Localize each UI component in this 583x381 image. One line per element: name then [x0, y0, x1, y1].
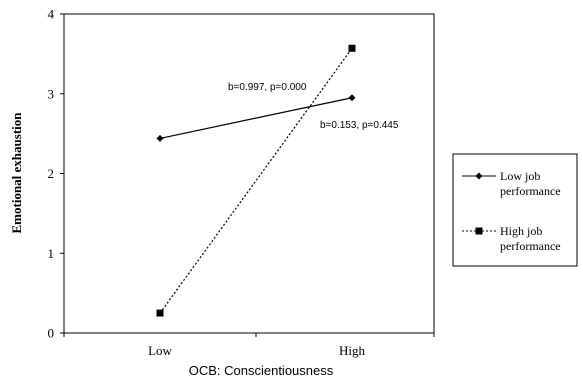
annotation-high-slope: b=0.997, p=0.000 [228, 82, 307, 93]
y-tick-label: 4 [48, 7, 55, 22]
y-ticks: 0 1 2 3 4 [48, 7, 64, 341]
legend-label-low: Low job performance [500, 169, 561, 198]
series-layer [156, 44, 356, 317]
series-line-high [159, 47, 353, 314]
annotation-low-slope: b=0.153, p=0.445 [320, 120, 399, 131]
y-axis-label: Emotional exhaustion [9, 112, 24, 234]
legend-label-high: High job performance [500, 224, 561, 253]
x-axis-label: OCB: Conscientiousness [189, 363, 334, 378]
x-ticks: Low High [63, 333, 435, 358]
legend: Low job performance High job performance [452, 153, 578, 267]
y-tick-label: 1 [48, 246, 55, 261]
data-point-square [348, 44, 356, 52]
plot-area [63, 13, 435, 334]
series-line-low [159, 97, 353, 139]
legend-marker-square [475, 227, 483, 235]
y-tick-label: 3 [48, 86, 55, 101]
legend-marker-diamond [475, 172, 483, 180]
legend-box [452, 153, 578, 267]
legend-item-high: High job performance [462, 224, 561, 253]
x-tick-label: High [339, 343, 366, 358]
y-tick-label: 2 [48, 166, 55, 181]
legend-item-low: Low job performance [462, 169, 561, 198]
data-point-diamond [348, 94, 356, 102]
data-point-square [156, 309, 164, 317]
y-tick-label: 0 [48, 326, 55, 341]
x-tick-label: Low [148, 343, 172, 358]
data-point-diamond [156, 134, 164, 142]
